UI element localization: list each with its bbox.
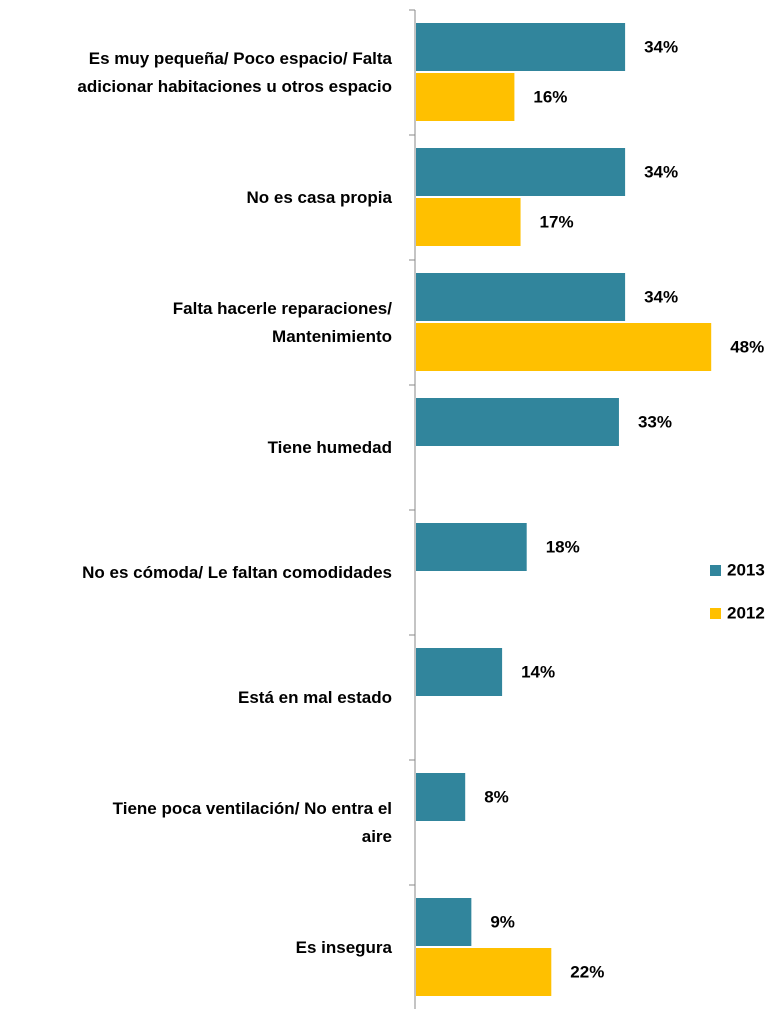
value-label: 9%	[490, 912, 515, 931]
category-label: Tiene humedad	[267, 437, 392, 457]
bar	[416, 648, 503, 696]
bar	[416, 73, 515, 121]
value-label: 34%	[644, 287, 678, 306]
category-label: No es cómoda/ Le faltan comodidades	[82, 562, 392, 582]
value-label: 18%	[546, 537, 580, 556]
bar	[416, 323, 712, 371]
category-label: Tiene poca ventilación/ No entra el aire	[112, 798, 392, 846]
value-label: 34%	[644, 162, 678, 181]
category-label: Es insegura	[295, 937, 392, 957]
bar	[416, 948, 552, 996]
bar	[416, 398, 619, 446]
bar	[416, 198, 521, 246]
bar	[416, 23, 626, 71]
category-label: Falta hacerle reparaciones/ Mantenimient…	[172, 298, 392, 346]
bar	[416, 898, 472, 946]
value-label: 33%	[638, 412, 672, 431]
legend-label: 2012	[727, 603, 765, 622]
value-label: 8%	[484, 787, 509, 806]
legend-label: 2013	[727, 560, 765, 579]
legend-swatch	[710, 565, 721, 576]
value-label: 34%	[644, 37, 678, 56]
value-label: 16%	[533, 87, 567, 106]
bar	[416, 773, 466, 821]
value-label: 48%	[730, 337, 764, 356]
bar	[416, 273, 626, 321]
value-label: 14%	[521, 662, 555, 681]
category-label: Es muy pequeña/ Poco espacio/ Falta adic…	[77, 48, 392, 96]
value-label: 22%	[570, 962, 604, 981]
category-label: No es casa propia	[246, 187, 392, 207]
legend-swatch	[710, 608, 721, 619]
category-label: Está en mal estado	[237, 687, 392, 707]
bar	[416, 148, 626, 196]
value-label: 17%	[540, 212, 574, 231]
bar	[416, 523, 527, 571]
